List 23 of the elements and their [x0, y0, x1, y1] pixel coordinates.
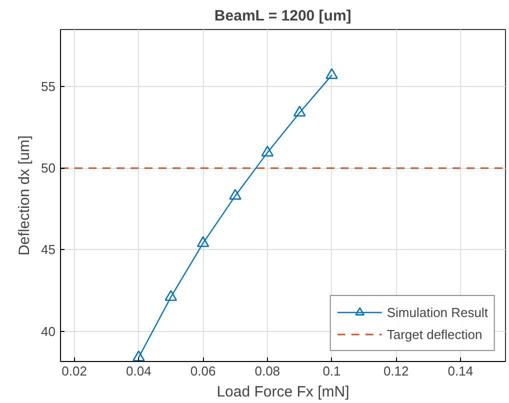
- point: [196, 236, 210, 248]
- x-tick-label: 0.08: [254, 364, 280, 378]
- x-tick-label: 0.06: [190, 364, 216, 378]
- point: [261, 146, 274, 156]
- y-tick-label: 45: [41, 242, 56, 258]
- y-axis-title: Deflection dx [um]: [16, 135, 34, 256]
- x-tick-label: 0.1: [322, 364, 341, 378]
- y-tick-label: 40: [41, 324, 56, 339]
- x-tick-label: 0.04: [126, 364, 152, 378]
- legend-label: Simulation Result: [386, 304, 488, 320]
- point: [132, 350, 145, 362]
- legend-label: Target deflection: [386, 326, 482, 342]
- x-tick-label: 0.12: [383, 364, 409, 378]
- x-tick-label: 0.02: [62, 364, 87, 378]
- point: [326, 68, 338, 80]
- x-tick-label: 0.14: [448, 364, 474, 378]
- chart-title: BeamL = 1200 [um]: [214, 8, 352, 24]
- point: [293, 106, 306, 117]
- point: [164, 290, 178, 301]
- point: [229, 188, 242, 200]
- x-axis-title: Load Force Fx [mN]: [216, 384, 350, 400]
- y-tick-label: 50: [41, 160, 56, 176]
- y-tick-label: 55: [41, 79, 56, 94]
